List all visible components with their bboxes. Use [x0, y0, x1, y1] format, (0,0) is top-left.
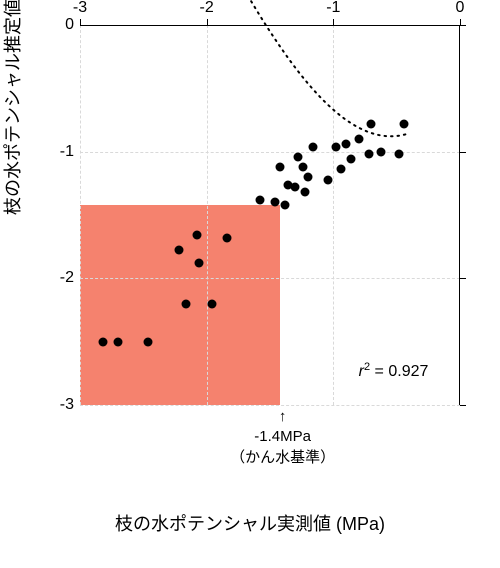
- y-tick-label: -2: [42, 269, 74, 287]
- data-point: [174, 246, 183, 255]
- data-point: [98, 337, 107, 346]
- reference-annotation: ↑-1.4MPa（かん水基準）: [230, 407, 335, 468]
- data-point: [182, 299, 191, 308]
- data-point: [192, 231, 201, 240]
- data-point: [293, 152, 302, 161]
- y-tick-label: 0: [42, 16, 74, 34]
- data-point: [400, 119, 409, 128]
- data-point: [324, 175, 333, 184]
- y-tick: [460, 25, 466, 26]
- data-point: [144, 337, 153, 346]
- data-point: [309, 142, 318, 151]
- r-squared-label: r2 = 0.927: [359, 361, 429, 381]
- x-tick: [80, 19, 81, 25]
- data-point: [336, 165, 345, 174]
- trend-curve: [80, 25, 460, 405]
- data-point: [207, 299, 216, 308]
- data-point: [367, 119, 376, 128]
- data-point: [364, 150, 373, 159]
- x-axis: [80, 25, 460, 26]
- r-squared-value: = 0.927: [370, 363, 428, 380]
- x-tick: [333, 19, 334, 25]
- reference-arrow-icon: ↑: [230, 407, 335, 427]
- y-tick-label: -3: [42, 396, 74, 414]
- plot-area: -3-2-10-3-2-10r2 = 0.927↑-1.4MPa（かん水基準）: [80, 25, 460, 405]
- data-point: [291, 183, 300, 192]
- data-point: [281, 200, 290, 209]
- x-tick-label: -3: [73, 0, 87, 17]
- data-point: [347, 155, 356, 164]
- data-point: [395, 150, 404, 159]
- data-point: [298, 162, 307, 171]
- reference-note: （かん水基準）: [230, 448, 335, 468]
- data-point: [304, 173, 313, 182]
- y-axis: [459, 25, 460, 405]
- figure: 枝の水ポテンシャル推定値 (MPa) -3-2-10-3-2-10r2 = 0.…: [0, 0, 500, 568]
- x-tick: [207, 19, 208, 25]
- y-tick: [460, 405, 466, 406]
- data-point: [331, 142, 340, 151]
- x-tick-label: -1: [326, 0, 340, 17]
- y-tick-label: -1: [42, 143, 74, 161]
- data-point: [255, 195, 264, 204]
- data-point: [114, 337, 123, 346]
- x-tick-label: 0: [456, 0, 465, 17]
- reference-value: -1.4MPa: [230, 427, 335, 447]
- data-point: [354, 135, 363, 144]
- data-point: [276, 162, 285, 171]
- y-axis-label: 枝の水ポテンシャル推定値 (MPa): [0, 0, 25, 215]
- data-point: [195, 259, 204, 268]
- data-point: [342, 140, 351, 149]
- y-tick: [460, 278, 466, 279]
- y-tick: [460, 152, 466, 153]
- data-point: [222, 233, 231, 242]
- x-tick-label: -2: [200, 0, 214, 17]
- data-point: [377, 147, 386, 156]
- data-point: [301, 188, 310, 197]
- data-point: [271, 198, 280, 207]
- grid-horizontal: [80, 405, 460, 406]
- x-axis-label: 枝の水ポテンシャル実測値 (MPa): [0, 510, 500, 536]
